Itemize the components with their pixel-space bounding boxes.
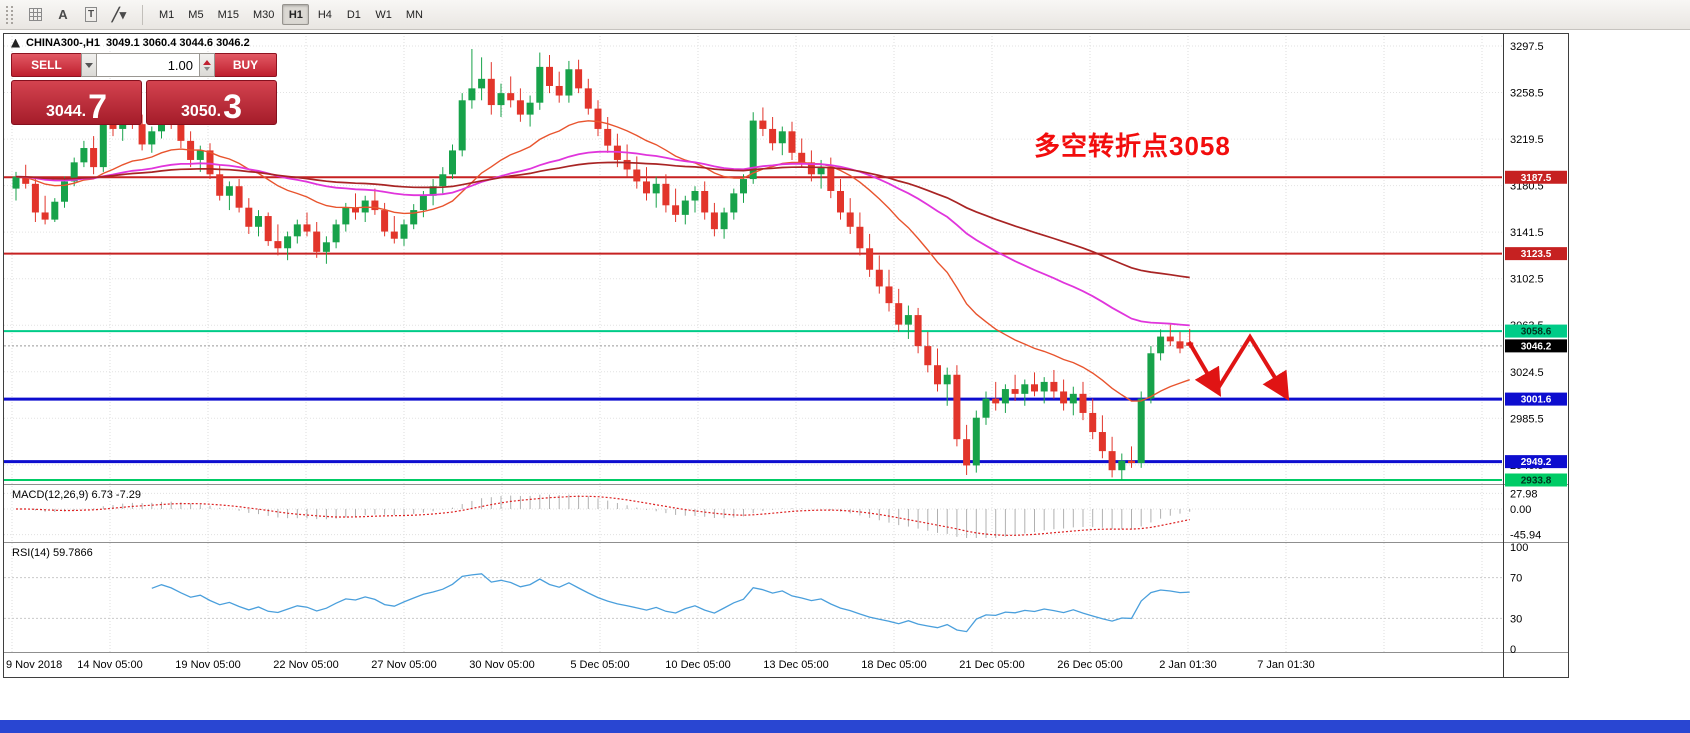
volume-dropdown-button[interactable] (81, 53, 97, 77)
svg-text:2 Jan 01:30: 2 Jan 01:30 (1159, 659, 1217, 671)
svg-text:7 Jan 01:30: 7 Jan 01:30 (1257, 659, 1315, 671)
draw-shapes-icon-glyph: ╱▾ (111, 6, 127, 22)
svg-text:3046.2: 3046.2 (1521, 341, 1552, 352)
svg-text:3102.5: 3102.5 (1510, 274, 1544, 286)
svg-text:9 Nov 2018: 9 Nov 2018 (6, 659, 62, 671)
horizontal-levels (4, 176, 1502, 481)
timeframe-M1[interactable]: M1 (159, 8, 175, 21)
timeframe-M30[interactable]: M30 (252, 8, 275, 21)
rsi-pane: 100 70 30 0 (4, 542, 1528, 656)
chevron-down-icon (85, 62, 93, 68)
sell-price-pips: 7 (88, 87, 107, 126)
rsi-indicator-label: RSI(14) 59.7866 (12, 547, 93, 559)
draw-shapes-icon[interactable]: ╱▾ (106, 4, 132, 26)
timeframe-MN[interactable]: MN (405, 8, 423, 21)
sell-button[interactable]: SELL (11, 53, 81, 77)
chevron-up-icon (203, 59, 211, 65)
macd-pane: 27.98 0.00 -45.94 (4, 488, 1541, 542)
chart-area[interactable]: 3297.53258.53219.53180.53141.53102.53063… (3, 33, 1569, 678)
svg-text:27.98: 27.98 (1510, 488, 1538, 500)
svg-text:26 Dec 05:00: 26 Dec 05:00 (1057, 659, 1122, 671)
toolbar: A T ╱▾ M1 M5 M15 M30 H1 H4 D1 W1 MN (0, 0, 1690, 30)
symbol-name: CHINA300-,H1 (26, 37, 100, 49)
time-axis: 9 Nov 2018 14 Nov 05:00 19 Nov 05:00 22 Nov… (6, 659, 1315, 671)
svg-text:18 Dec 05:00: 18 Dec 05:00 (861, 659, 926, 671)
axis-badges: 3187.5 3123.5 3058.6 3001.6 2949.2 2933.8 3046… (1505, 170, 1567, 487)
svg-text:2949.2: 2949.2 (1521, 457, 1552, 468)
chart-text-annotation[interactable]: 多空转折点3058 (1034, 131, 1231, 161)
svg-text:10 Dec 05:00: 10 Dec 05:00 (665, 659, 730, 671)
svg-text:3141.5: 3141.5 (1510, 227, 1544, 239)
svg-text:2985.5: 2985.5 (1510, 413, 1544, 425)
svg-text:3123.5: 3123.5 (1521, 249, 1552, 260)
volume-input[interactable]: 1.00 (97, 53, 199, 77)
timeframe-H4[interactable]: H4 (317, 8, 332, 21)
svg-text:19 Nov 05:00: 19 Nov 05:00 (175, 659, 240, 671)
moving-averages (15, 120, 1190, 402)
svg-text:30 Nov 05:00: 30 Nov 05:00 (469, 659, 534, 671)
svg-text:21 Dec 05:00: 21 Dec 05:00 (959, 659, 1024, 671)
toolbar-grip-icon[interactable] (6, 5, 13, 24)
sell-price-display[interactable]: 3044. 7 (11, 80, 142, 125)
grid-glyph (28, 8, 42, 21)
svg-text:0.00: 0.00 (1510, 504, 1531, 516)
macd-indicator-label: MACD(12,26,9) 6.73 -7.29 (12, 489, 142, 501)
svg-text:14 Nov 05:00: 14 Nov 05:00 (77, 659, 142, 671)
volume-stepper[interactable] (199, 53, 215, 77)
svg-text:3258.5: 3258.5 (1510, 88, 1544, 100)
timeframe-H1[interactable]: H1 (282, 4, 310, 25)
chart-symbol-icon (11, 38, 20, 48)
svg-text:70: 70 (1510, 573, 1522, 585)
grid (4, 36, 1502, 652)
trend-arrow-drawing[interactable] (1187, 333, 1290, 401)
timeframe-M5[interactable]: M5 (188, 8, 204, 21)
svg-text:27 Nov 05:00: 27 Nov 05:00 (371, 659, 436, 671)
svg-text:3297.5: 3297.5 (1510, 41, 1544, 53)
svg-text:13 Dec 05:00: 13 Dec 05:00 (763, 659, 828, 671)
bottom-bar (0, 720, 1690, 733)
svg-text:30: 30 (1510, 613, 1522, 625)
text-label-icon-glyph: T (84, 7, 98, 22)
one-click-trading-panel: SELL 1.00 BUY 3044. 7 3050. 3 (11, 53, 277, 125)
svg-text:3187.5: 3187.5 (1521, 173, 1552, 184)
buy-price-display[interactable]: 3050. 3 (146, 80, 277, 125)
buy-price: 3050. (181, 102, 222, 120)
svg-text:5 Dec 05:00: 5 Dec 05:00 (570, 659, 629, 671)
timeframe-M15[interactable]: M15 (217, 8, 239, 21)
timeframe-W1[interactable]: W1 (375, 8, 392, 21)
timeframe-D1[interactable]: D1 (346, 8, 361, 21)
symbol-ohlc: 3049.1 3060.4 3044.6 3046.2 (105, 37, 250, 49)
buy-price-pips: 3 (223, 87, 242, 126)
symbol-header: CHINA300-,H1 3049.1 3060.4 3044.6 3046.2 (11, 37, 250, 49)
svg-text:100: 100 (1510, 542, 1528, 554)
svg-text:0: 0 (1510, 644, 1516, 656)
sell-price: 3044. (46, 102, 87, 120)
buy-button[interactable]: BUY (215, 53, 277, 77)
chevron-down-small-icon (204, 66, 210, 71)
svg-text:3058.6: 3058.6 (1521, 327, 1552, 338)
toolbar-separator (142, 4, 143, 25)
text-label-icon[interactable]: T (78, 4, 104, 26)
crosshair-grid-icon[interactable] (22, 4, 48, 26)
svg-text:2933.8: 2933.8 (1521, 476, 1552, 487)
svg-text:-45.94: -45.94 (1510, 530, 1541, 542)
svg-text:22 Nov 05:00: 22 Nov 05:00 (273, 659, 338, 671)
svg-text:3219.5: 3219.5 (1510, 134, 1544, 146)
text-annotation-icon[interactable]: A (50, 4, 76, 26)
text-annotation-icon-glyph: A (58, 7, 68, 22)
svg-text:3001.6: 3001.6 (1521, 395, 1552, 406)
svg-text:3024.5: 3024.5 (1510, 367, 1544, 379)
candles (12, 48, 1194, 480)
chart-canvas[interactable]: 3297.53258.53219.53180.53141.53102.53063… (4, 34, 1568, 677)
